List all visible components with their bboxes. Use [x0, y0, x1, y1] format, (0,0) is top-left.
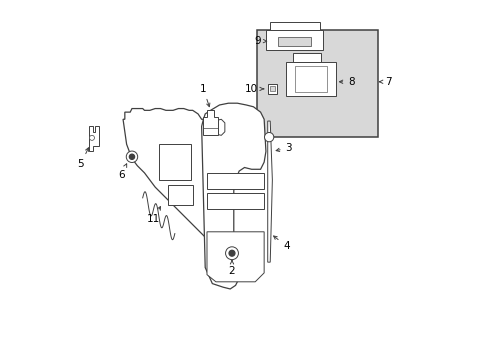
- Bar: [265, 30, 323, 50]
- Bar: [167, 185, 192, 205]
- Text: 1: 1: [200, 84, 209, 107]
- Circle shape: [129, 154, 134, 159]
- Bar: [257, 30, 378, 137]
- Text: 2: 2: [228, 260, 235, 276]
- Circle shape: [126, 151, 138, 162]
- Text: 6: 6: [118, 164, 126, 180]
- Circle shape: [264, 132, 273, 142]
- Polygon shape: [203, 111, 217, 135]
- Text: 11: 11: [146, 207, 160, 224]
- Bar: [269, 86, 274, 91]
- Polygon shape: [214, 119, 224, 135]
- Bar: [278, 37, 310, 46]
- Text: 4: 4: [273, 236, 289, 251]
- Text: 5: 5: [78, 148, 88, 169]
- Bar: [267, 84, 276, 94]
- Bar: [285, 62, 335, 96]
- Bar: [294, 66, 326, 93]
- Text: 9: 9: [253, 36, 266, 46]
- Polygon shape: [123, 109, 214, 237]
- Bar: [159, 144, 190, 180]
- Polygon shape: [201, 103, 265, 289]
- Text: 10: 10: [244, 84, 263, 94]
- Polygon shape: [206, 232, 264, 282]
- Text: 3: 3: [276, 143, 292, 153]
- Polygon shape: [267, 121, 272, 262]
- Circle shape: [89, 135, 94, 140]
- Bar: [292, 53, 321, 62]
- Text: 7: 7: [379, 77, 391, 87]
- Text: 8: 8: [339, 77, 354, 87]
- Polygon shape: [89, 126, 99, 152]
- Polygon shape: [206, 173, 264, 189]
- Polygon shape: [206, 193, 264, 208]
- Circle shape: [225, 247, 238, 260]
- Circle shape: [229, 250, 234, 256]
- Bar: [269, 22, 319, 30]
